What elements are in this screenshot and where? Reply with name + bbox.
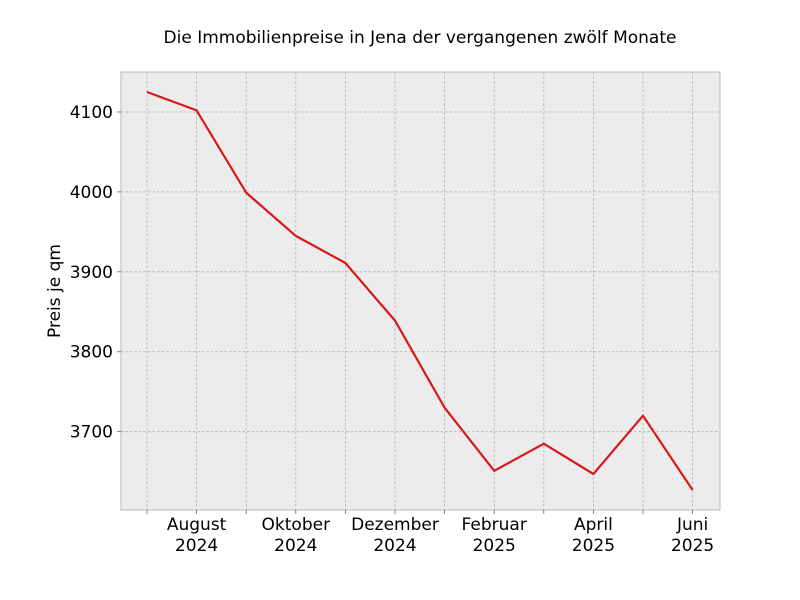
series-line-0 <box>146 90 694 491</box>
y-tick-label-4000: 4000 <box>70 183 113 203</box>
tick-labels: 3700 3800 3900 4000 4100 August 2024 Oktober 202… <box>70 103 714 556</box>
x-tick-label-2025-02: Februar 2025 <box>462 515 527 556</box>
y-tick-label-3800: 3800 <box>70 343 113 363</box>
y-axis-label: Preis je qm <box>45 244 65 338</box>
x-tick-label-2024-08: August 2024 <box>167 515 227 556</box>
y-tick-label-4100: 4100 <box>70 103 113 123</box>
plot-area <box>120 71 721 511</box>
x-tick-label-2024-10: Oktober 2024 <box>262 515 331 556</box>
x-tick-label-2024-12: Dezember 2024 <box>351 515 439 556</box>
axis-ticks <box>117 111 693 514</box>
chart-title: Die Immobilienpreise in Jena der vergang… <box>164 28 677 48</box>
grid <box>121 72 720 510</box>
series-layer <box>146 90 694 491</box>
y-tick-label-3700: 3700 <box>70 423 113 443</box>
y-tick-label-3900: 3900 <box>70 263 113 283</box>
x-tick-label-2025-06: Juni 2025 <box>671 515 714 556</box>
x-tick-label-2025-04: April 2025 <box>572 515 615 556</box>
